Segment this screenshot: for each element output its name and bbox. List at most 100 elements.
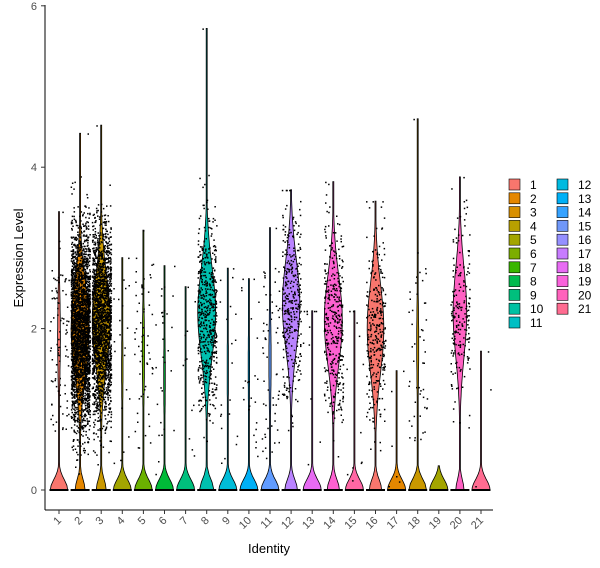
data-point — [99, 392, 101, 394]
data-point — [98, 357, 100, 360]
data-point — [100, 271, 102, 273]
data-point — [96, 403, 99, 406]
data-point — [78, 304, 80, 307]
data-point — [98, 235, 100, 237]
data-point — [72, 279, 75, 282]
data-point — [103, 391, 105, 394]
data-point — [96, 316, 99, 318]
data-point — [71, 397, 73, 399]
violin-body — [429, 465, 449, 491]
data-point — [71, 329, 74, 331]
data-point — [212, 281, 214, 284]
data-point — [74, 431, 76, 434]
data-point — [106, 383, 109, 385]
data-point — [88, 360, 90, 362]
data-point — [88, 247, 90, 250]
data-point — [74, 275, 76, 278]
data-point — [82, 332, 84, 335]
data-point — [107, 270, 109, 273]
data-point — [89, 249, 91, 251]
data-point — [103, 275, 105, 278]
data-point — [151, 313, 154, 316]
data-point — [104, 401, 106, 404]
data-point — [94, 231, 97, 233]
data-point — [81, 316, 84, 318]
data-point — [80, 244, 83, 246]
data-point — [94, 340, 97, 342]
data-point — [142, 393, 145, 395]
data-point — [161, 311, 164, 314]
data-point — [108, 267, 110, 269]
data-point — [99, 343, 101, 345]
data-point — [118, 298, 120, 301]
data-point — [107, 421, 109, 423]
data-point — [211, 233, 213, 235]
data-point — [92, 394, 94, 397]
data-point — [121, 305, 124, 307]
violin-8 — [197, 28, 217, 491]
data-point — [104, 354, 107, 357]
data-point — [108, 336, 110, 338]
data-point — [71, 302, 73, 304]
data-point — [101, 330, 103, 332]
data-point — [107, 266, 109, 268]
data-point — [62, 427, 64, 429]
data-point — [105, 230, 108, 232]
data-point — [71, 243, 73, 245]
data-point — [76, 381, 78, 383]
data-point — [86, 318, 89, 320]
data-point — [72, 294, 74, 297]
data-point — [76, 265, 79, 267]
data-point — [143, 278, 145, 280]
data-point — [72, 321, 75, 323]
data-point — [80, 257, 83, 260]
data-point — [88, 278, 91, 280]
data-point — [212, 217, 215, 220]
data-point — [97, 300, 99, 303]
data-point — [75, 373, 78, 375]
data-point — [99, 321, 101, 324]
data-point — [59, 405, 62, 408]
data-point — [72, 396, 75, 398]
data-point — [135, 281, 137, 283]
data-point — [96, 277, 98, 279]
data-point — [86, 331, 88, 334]
data-point — [103, 398, 106, 401]
data-point — [88, 285, 90, 288]
data-point — [70, 281, 73, 284]
data-point — [89, 308, 91, 310]
data-point — [57, 307, 59, 310]
data-point — [99, 325, 101, 327]
data-point — [211, 293, 214, 296]
data-point — [75, 306, 78, 309]
data-point — [72, 342, 74, 344]
data-point — [106, 361, 108, 363]
data-point — [138, 345, 140, 348]
data-point — [75, 363, 77, 366]
data-point — [86, 193, 88, 196]
data-point — [109, 375, 112, 377]
data-point — [71, 280, 74, 282]
data-point — [93, 260, 96, 263]
data-point — [155, 324, 157, 326]
data-point — [92, 368, 95, 370]
data-point — [87, 283, 89, 286]
data-point — [100, 320, 102, 323]
data-point — [134, 332, 136, 334]
data-point — [84, 413, 86, 416]
data-point — [78, 379, 80, 381]
data-point — [92, 262, 94, 264]
data-point — [77, 330, 79, 333]
data-point — [89, 356, 91, 358]
data-point — [83, 326, 85, 328]
data-point — [73, 300, 75, 302]
data-point — [96, 380, 98, 382]
data-point — [108, 251, 111, 253]
data-point — [77, 272, 79, 275]
data-point — [75, 262, 77, 265]
data-point — [110, 308, 112, 311]
data-point — [85, 206, 87, 208]
data-point — [82, 293, 84, 295]
data-point — [99, 318, 102, 320]
data-point — [104, 295, 107, 297]
